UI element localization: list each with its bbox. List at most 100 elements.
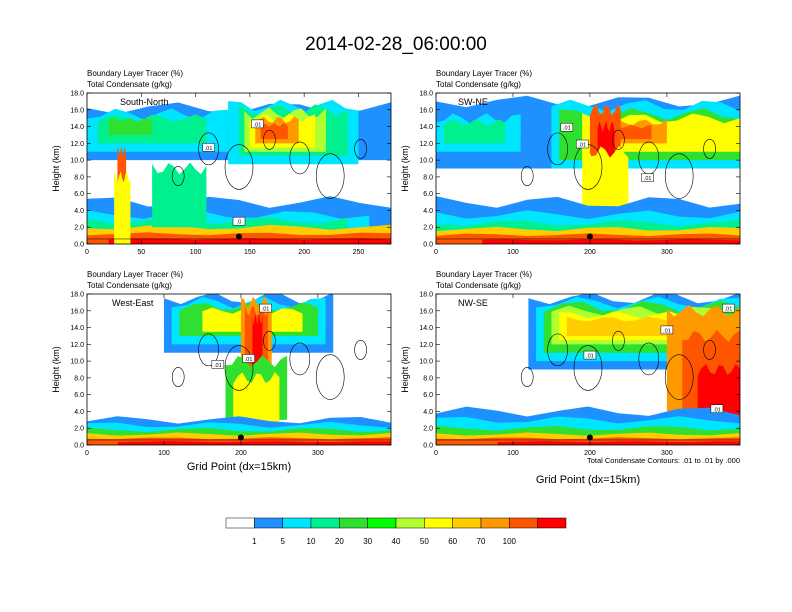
y-tick-label: 2.0	[74, 426, 84, 433]
x-tick-label: 200	[584, 249, 596, 256]
contour-label: .01	[725, 307, 733, 313]
x-tick-label: 150	[244, 249, 256, 256]
colorbar-swatch	[367, 517, 397, 529]
colorbar-swatch	[225, 517, 255, 529]
panel-south-north: .01 .01 .0 0.0 2.0 4.0 6.0 8.0 10.0 12.0 14.0 16.0 1…	[51, 69, 392, 256]
colorbar-label: 20	[335, 537, 344, 546]
y-tick-label: 2.0	[74, 225, 84, 232]
y-tick-label: 12.0	[70, 141, 84, 148]
footnote: Total Condensate Contours: .01 to .01 by…	[587, 456, 740, 465]
x-tick-label: 0	[434, 249, 438, 256]
y-tick-label: 0.0	[423, 242, 433, 249]
x-tick-label: 100	[190, 249, 202, 256]
y-tick-label: 14.0	[70, 325, 84, 332]
y-tick-label: 10.0	[419, 158, 433, 165]
colorbar-swatch	[480, 517, 510, 529]
contour-line	[224, 345, 254, 391]
colorbar-label: 5	[280, 537, 285, 546]
tracer-region	[482, 239, 740, 244]
plot-frame	[86, 92, 392, 245]
y-tick-label: 0.0	[74, 242, 84, 249]
condensate-contours	[436, 129, 740, 240]
tracer-region	[117, 441, 391, 445]
x-tick-label: 300	[312, 450, 324, 457]
tracer-region	[566, 316, 683, 336]
tracer-region	[233, 372, 280, 429]
contour-line	[547, 333, 568, 367]
x-tick-label: 200	[298, 249, 310, 256]
y-tick-label: 14.0	[419, 124, 433, 131]
tracer-field	[436, 294, 740, 445]
y-tick-label: 14.0	[70, 124, 84, 131]
contour-label-box	[259, 303, 272, 313]
colorbar-swatch	[310, 517, 340, 529]
contour-label: .01	[644, 176, 652, 182]
colorbar-label: 100	[503, 537, 517, 546]
panel-subtitle-condensate: Total Condensate (g/kg)	[87, 281, 172, 290]
contour-label: .01	[663, 328, 671, 334]
y-tick-label: 0.0	[74, 443, 84, 450]
contour-line	[547, 132, 568, 166]
y-tick-label: 4.0	[423, 409, 433, 416]
colorbar-swatch	[339, 517, 368, 529]
contour-label: .01	[214, 363, 222, 369]
tracer-field	[87, 294, 391, 445]
contour-line	[354, 138, 367, 159]
y-tick-label: 8.0	[74, 174, 84, 181]
y-tick-label: 16.0	[70, 107, 84, 114]
y-tick-label: 6.0	[423, 191, 433, 198]
location-marker	[237, 434, 244, 441]
y-tick-label: 12.0	[419, 141, 433, 148]
contour-line	[573, 345, 603, 391]
y-tick-label: 4.0	[74, 409, 84, 416]
y-tick-label: 16.0	[419, 308, 433, 315]
contour-line	[289, 141, 311, 175]
colorbar-swatch	[537, 517, 567, 529]
panel-nw-se: .01 .01 .01 .01 0.0 2.0 4.0 6.0 8.0 10.0 12.0 14.0 1…	[400, 270, 741, 457]
panel-subtitle-tracer: Boundary Layer Tracer (%)	[87, 69, 183, 78]
contour-label: .01	[563, 126, 571, 132]
y-tick-label: 12.0	[70, 342, 84, 349]
colorbar: 1 5 10 20 30 40 50 60 70 100	[225, 517, 567, 546]
y-tick-label: 16.0	[419, 107, 433, 114]
panels: .01 .01 .0 0.0 2.0 4.0 6.0 8.0 10.0 12.0 14.0 16.0 1…	[51, 69, 741, 457]
x-tick-label: 100	[507, 450, 519, 457]
y-tick-label: 2.0	[423, 426, 433, 433]
contour-line	[664, 153, 694, 199]
panel-name: South-North	[120, 97, 169, 107]
contour-line	[224, 144, 254, 190]
contour-line	[703, 339, 716, 360]
tracer-field	[436, 93, 740, 244]
tracer-region	[108, 117, 153, 135]
tracer-region	[260, 122, 288, 140]
contour-line	[171, 166, 185, 186]
panel-name: West-East	[112, 298, 154, 308]
plot-frame	[435, 92, 741, 245]
colorbar-swatch	[254, 517, 283, 529]
contour-line	[263, 129, 276, 150]
panel-subtitle-condensate: Total Condensate (g/kg)	[436, 281, 521, 290]
location-marker	[586, 233, 593, 240]
contour-label: .01	[586, 354, 594, 360]
contour-line	[263, 330, 276, 351]
contour-line	[664, 354, 694, 400]
colorbar-label: 10	[307, 537, 316, 546]
y-tick-label: 10.0	[70, 158, 84, 165]
y-axis-label: Height (km)	[51, 145, 61, 192]
colorbar-label: 1	[252, 537, 257, 546]
y-tick-label: 4.0	[74, 208, 84, 215]
contour-line	[198, 333, 219, 367]
contour-label: .01	[245, 357, 253, 363]
panel-west-east: .01 .01 .01 0.0 2.0 4.0 6.0 8.0 10.0 12.0 14.0 16.0…	[51, 270, 392, 457]
colorbar-swatch	[509, 517, 538, 529]
panel-subtitle-tracer: Boundary Layer Tracer (%)	[436, 270, 532, 279]
panel-subtitle-condensate: Total Condensate (g/kg)	[87, 80, 172, 89]
contour-label-box	[560, 122, 574, 132]
contour-label-box	[583, 350, 597, 360]
x-tick-label: 300	[661, 450, 673, 457]
x-tick-label: 0	[434, 450, 438, 457]
y-tick-label: 2.0	[423, 225, 433, 232]
contour-line	[198, 132, 219, 166]
x-tick-label: 300	[661, 249, 673, 256]
